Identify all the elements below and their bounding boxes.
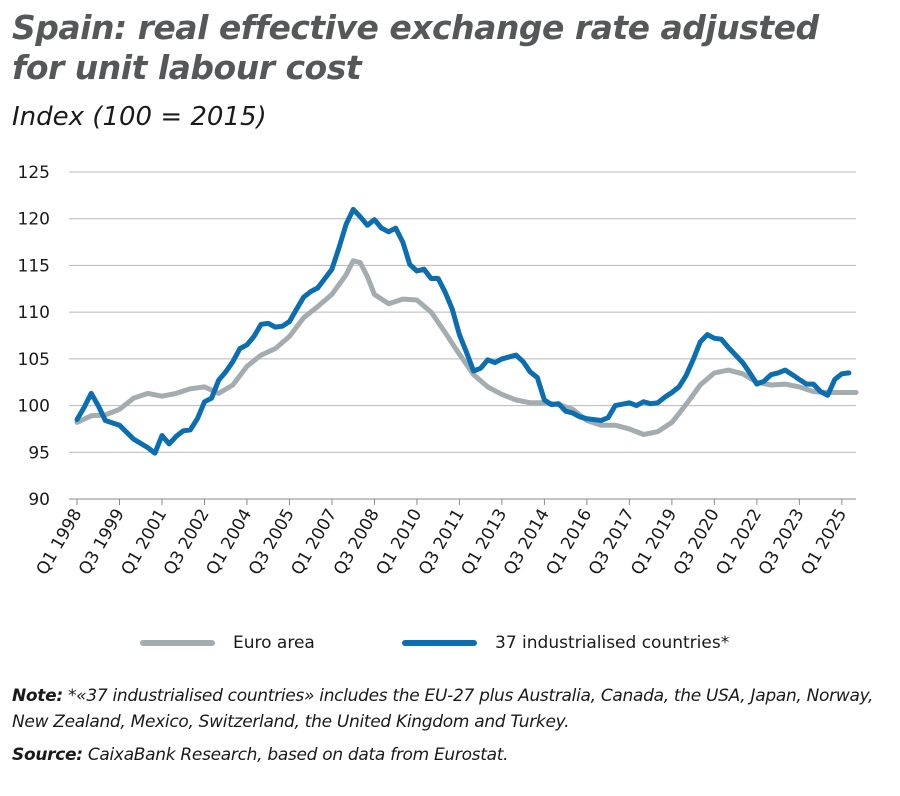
chart-title-line-1: Spain: real effective exchange rate adju… (12, 8, 819, 47)
legend-swatch-industrialised (402, 640, 477, 646)
y-tick-label: 95 (28, 443, 50, 463)
note-text: *«37 industrialised countries» includes … (12, 686, 874, 732)
y-tick-label: 90 (28, 490, 50, 510)
y-tick-label: 120 (18, 210, 50, 230)
legend-item-euro-area: Euro area (140, 633, 315, 653)
legend-item-industrialised: 37 industrialised countries* (402, 633, 729, 653)
series-layer (74, 206, 859, 456)
y-axis-ticks: 90 95 100 105 110 115 120 125 (18, 163, 50, 510)
source-text: CaixaBank Research, based on data from E… (82, 745, 509, 765)
legend-swatch-euro-area (140, 640, 215, 646)
chart-title: Spain: real effective exchange rate adju… (12, 8, 872, 88)
y-tick-label: 115 (18, 256, 50, 276)
y-tick-label: 100 (18, 397, 50, 417)
y-tick-label: 105 (18, 350, 50, 370)
note-label: Note: (12, 686, 63, 706)
series-line-euro-area (74, 258, 859, 437)
y-tick-label: 125 (18, 163, 50, 183)
legend-label-euro-area: Euro area (233, 633, 315, 653)
legend: Euro area 37 industrialised countries* (0, 633, 900, 663)
source-label: Source: (12, 745, 83, 765)
legend-label-industrialised: 37 industrialised countries* (495, 633, 730, 653)
chart-title-line-2: for unit labour cost (12, 48, 362, 87)
y-tick-label: 110 (18, 303, 50, 323)
grid-layer (69, 171, 856, 500)
chart-subtitle: Index (100 = 2015) (12, 102, 267, 132)
series-line-industrialised (74, 206, 852, 456)
note: Note: *«37 industrialised countries» inc… (12, 683, 892, 735)
source: Source: CaixaBank Research, based on dat… (12, 742, 892, 768)
